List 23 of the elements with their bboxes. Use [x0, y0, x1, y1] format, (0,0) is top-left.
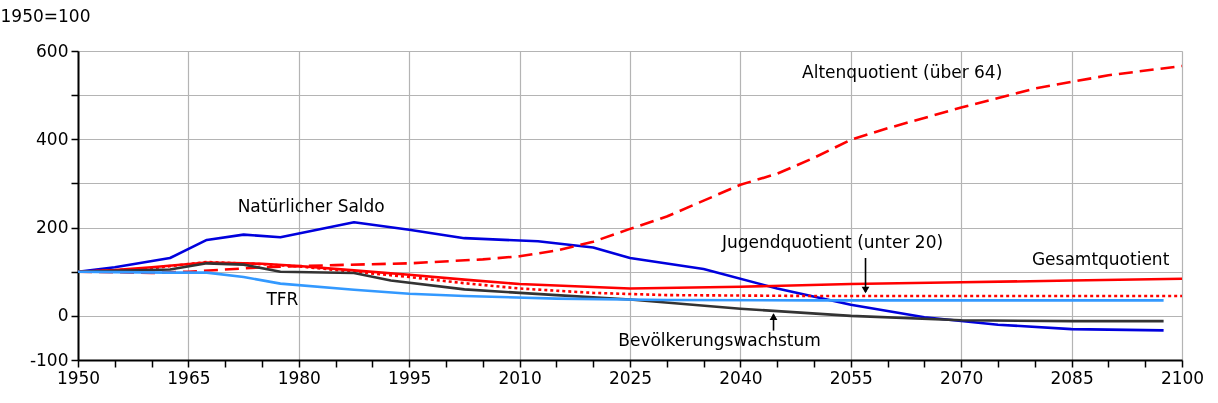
- x-tick-label: 2040: [719, 367, 763, 388]
- x-tick-label: 1995: [388, 367, 432, 388]
- y-tick-label: 600: [36, 40, 69, 61]
- y-tick-label: 400: [36, 128, 69, 149]
- y-tick-label: 0: [57, 305, 69, 326]
- y-tick-label: -100: [29, 349, 69, 370]
- y-axis-title: 1950=100: [0, 5, 91, 26]
- annotation: Jugendquotient (unter 20): [720, 231, 944, 252]
- x-tick-label: 2025: [608, 367, 653, 388]
- x-tick-label: 2070: [940, 367, 984, 388]
- x-tick-label: 1980: [277, 367, 321, 388]
- annotation: Gesamtquotient: [1031, 248, 1170, 269]
- annotation: Bevölkerungswachstum: [618, 329, 821, 350]
- x-tick-label: 2055: [829, 367, 873, 388]
- x-tick-label: 2010: [498, 367, 542, 388]
- annotation: Natürlicher Saldo: [237, 195, 385, 216]
- y-tick-label: 200: [36, 217, 69, 238]
- annotation: TFR: [265, 288, 299, 309]
- annotation: Altenquotient (über 64): [802, 61, 1003, 82]
- x-tick-label: 2085: [1050, 367, 1094, 388]
- x-tick-label: 1965: [167, 367, 211, 388]
- x-tick-label: 2100: [1160, 367, 1205, 388]
- x-tick-label: 1950: [56, 367, 101, 388]
